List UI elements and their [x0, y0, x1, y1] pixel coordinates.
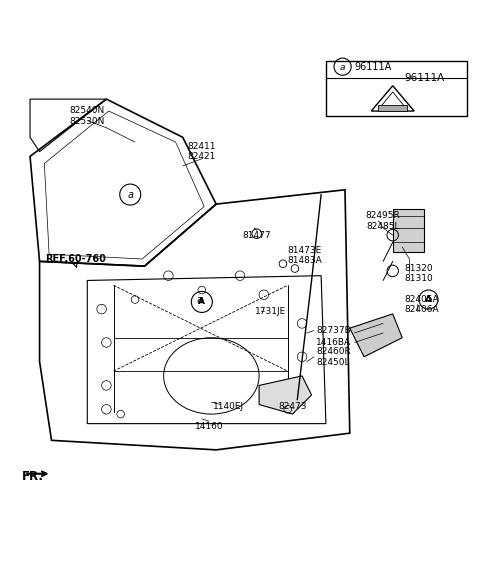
Text: 82473: 82473 [278, 403, 307, 411]
Bar [326, 61, 467, 116]
Text: 1731JE: 1731JE [255, 307, 287, 316]
Text: a: a [340, 63, 345, 72]
Text: 96111A: 96111A [405, 72, 445, 82]
Text: A: A [425, 295, 432, 304]
Text: A: A [198, 298, 205, 306]
Text: 1416BA: 1416BA [316, 338, 351, 347]
Text: 82737B: 82737B [316, 326, 351, 335]
Text: 82411
82421: 82411 82421 [188, 142, 216, 161]
Text: 14160: 14160 [195, 422, 223, 430]
Text: 1140EJ: 1140EJ [213, 403, 244, 411]
Text: 81473E
81483A: 81473E 81483A [288, 246, 323, 265]
Text: 81477: 81477 [242, 231, 271, 240]
Text: a: a [127, 190, 133, 200]
Text: FR.: FR. [22, 470, 43, 483]
Text: a: a [196, 295, 203, 304]
Polygon shape [350, 314, 402, 357]
Text: 81320
81310: 81320 81310 [405, 263, 433, 283]
Text: 82460R
82450L: 82460R 82450L [316, 347, 351, 367]
Polygon shape [259, 376, 312, 414]
Text: 82495R
82485L: 82495R 82485L [366, 211, 400, 230]
Bar [378, 106, 407, 111]
Text: 96111A: 96111A [355, 62, 392, 72]
Text: 82540N
82530N: 82540N 82530N [70, 106, 105, 125]
Text: 82405A
82406A: 82405A 82406A [404, 295, 439, 314]
Text: REF.60-760: REF.60-760 [45, 254, 106, 264]
Bar [393, 209, 424, 252]
